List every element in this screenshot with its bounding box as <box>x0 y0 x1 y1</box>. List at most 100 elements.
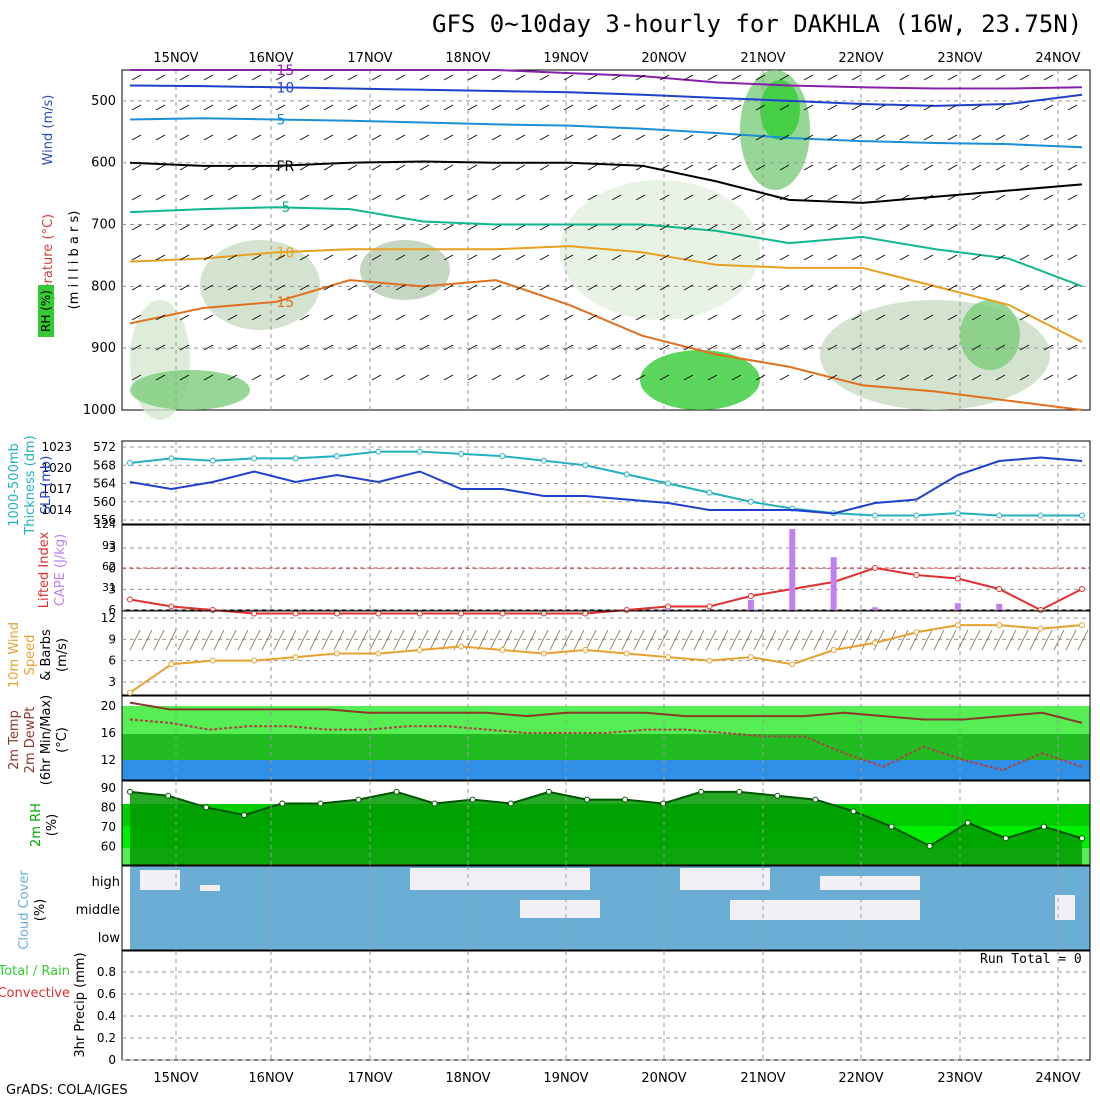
rh2m-tick-label: 60 <box>101 840 116 854</box>
wind-barb <box>779 164 790 171</box>
wind-barb <box>275 104 286 111</box>
lifted-index-line-point <box>458 610 465 617</box>
wind-barb <box>683 104 694 111</box>
wind-barb <box>371 224 382 231</box>
wind10m-barb <box>129 629 141 651</box>
wind-barb <box>347 224 358 231</box>
rh2m-line-point <box>660 800 667 807</box>
thickness-line-point <box>168 455 175 462</box>
wind-barb <box>419 134 430 141</box>
cloud-gap <box>410 868 590 890</box>
wind-barb <box>1019 314 1030 321</box>
wind-barb <box>371 104 382 111</box>
wind-barb <box>659 194 670 201</box>
wind-barb <box>563 164 574 171</box>
thickness-line-point <box>623 471 630 478</box>
wind-barb <box>779 314 790 321</box>
wind-barb <box>923 284 934 291</box>
wind-barb <box>923 374 934 381</box>
wind-barb <box>947 254 958 261</box>
wind-barb <box>251 164 262 171</box>
wind10m-barb <box>669 629 681 651</box>
wind-barb <box>779 74 790 81</box>
wind-barb <box>275 164 286 171</box>
wind-barb <box>707 104 718 111</box>
wind-barb <box>635 284 646 291</box>
wind-barb <box>155 164 166 171</box>
wind10m-barb <box>489 629 501 651</box>
wind-barb <box>899 164 910 171</box>
date-label-bottom: 21NOV <box>740 1071 785 1086</box>
wind10m-barb <box>285 629 297 651</box>
precip-tick-label: 0.6 <box>97 987 116 1001</box>
lifted-index-line <box>129 566 1083 615</box>
rh-axis-label: RH (%) <box>39 290 53 332</box>
wind-barb <box>131 194 142 201</box>
wind-barb <box>323 374 334 381</box>
cloud-gap <box>200 885 220 891</box>
wind-barb <box>923 74 934 81</box>
lifted-index-line-point <box>499 610 506 617</box>
wind-barb <box>587 344 598 351</box>
cloud-gap <box>520 900 600 918</box>
rh-shading <box>820 300 1050 410</box>
wind10m-speed-line-point <box>292 654 299 661</box>
wind-barb <box>971 194 982 201</box>
wind-barb <box>323 74 334 81</box>
wind-barb <box>899 314 910 321</box>
wind-barb <box>275 134 286 141</box>
wind-barb <box>419 164 430 171</box>
wind-barb <box>467 74 478 81</box>
wind-barb <box>515 344 526 351</box>
lifted-index-line-point <box>913 572 920 578</box>
wind-barb <box>947 374 958 381</box>
wind-barb <box>539 314 550 321</box>
wind-barb <box>251 284 262 291</box>
wind-barb <box>515 224 526 231</box>
precip-axis-label: Total / Rain <box>0 964 70 979</box>
wind-barb <box>611 254 622 261</box>
wind10m-speed-line-point <box>375 650 382 657</box>
wind-barb <box>131 374 142 381</box>
wind-barb <box>995 224 1006 231</box>
wind-barb <box>251 134 262 141</box>
date-label-top: 19NOV <box>543 51 588 66</box>
rh2m-panel-frame <box>121 780 1091 866</box>
wind-barb <box>563 254 574 261</box>
wind10m-speed-line-point <box>416 647 423 653</box>
wind-barb <box>563 374 574 381</box>
wind-barb <box>683 224 694 231</box>
wind-barb <box>395 254 406 261</box>
thickness-line-point <box>706 489 713 496</box>
wind-contour <box>129 117 1083 149</box>
wind-barb <box>851 194 862 201</box>
date-label-top: 15NOV <box>153 51 198 66</box>
wind-barb <box>779 134 790 141</box>
wind10m-barb <box>1041 629 1053 651</box>
rh2m-line-point <box>507 800 514 807</box>
cape-tick-label: 31 <box>102 581 116 594</box>
wind10m-barb <box>537 629 549 651</box>
thickness-line-point <box>996 512 1003 519</box>
precip-tick-label: 0.8 <box>97 965 116 979</box>
thickness-line-point <box>913 512 920 519</box>
wind-barb <box>227 374 238 381</box>
date-label-bottom: 23NOV <box>937 1071 982 1086</box>
wind-barb <box>155 134 166 141</box>
wind-barb <box>995 164 1006 171</box>
wind-barb <box>707 284 718 291</box>
wind10m-barb <box>777 629 789 651</box>
wind-barb <box>803 314 814 321</box>
wind-barb <box>875 224 886 231</box>
wind10m-tick-label: 6 <box>108 654 116 668</box>
wind-barb <box>635 314 646 321</box>
wind-barb <box>515 254 526 261</box>
wind-barb <box>539 344 550 351</box>
precip-axis-label: 3hr Precip (mm) <box>73 952 88 1057</box>
wind10m-speed-line-point <box>1079 622 1085 629</box>
wind-barb <box>803 164 814 171</box>
rh2m-line-point <box>127 788 133 795</box>
lifted-index-line-point <box>251 610 258 617</box>
wind10m-barb <box>825 629 837 651</box>
wind-barb <box>899 284 910 291</box>
